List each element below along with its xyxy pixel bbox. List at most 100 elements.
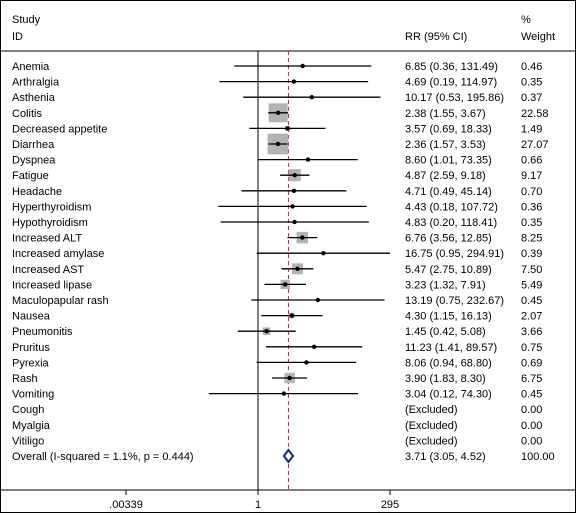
overall-label: Overall (I-squared = 1.1%, p = 0.444) (12, 451, 194, 463)
point-estimate (321, 251, 326, 256)
x-tick-label: 295 (381, 499, 399, 511)
point-estimate (287, 375, 292, 381)
study-label: Vitiligo (12, 435, 44, 447)
study-weight-text: 9.17 (521, 170, 542, 182)
study-ci-text: 3.57 (0.69, 18.33) (405, 123, 492, 135)
study-weight-text: 1.49 (521, 123, 542, 135)
study-ci-text: 8.06 (0.94, 68.80) (405, 357, 492, 369)
study-label: Arthralgia (12, 77, 60, 89)
study-weight-text: 8.25 (521, 233, 542, 245)
point-estimate (275, 110, 281, 116)
point-estimate (291, 188, 297, 193)
study-label: Asthenia (12, 92, 56, 104)
study-label: Vomiting (12, 389, 54, 401)
study-ci-text: 6.85 (0.36, 131.49) (405, 61, 498, 73)
study-weight-text: 0.00 (521, 435, 542, 447)
study-ci-text: (Excluded) (405, 435, 458, 447)
study-weight-text: 0.75 (521, 342, 542, 354)
study-weight-text: 0.36 (521, 201, 542, 213)
study-weight-text: 0.66 (521, 155, 542, 167)
study-label: Increased lipase (12, 279, 92, 291)
point-estimate (311, 344, 317, 349)
overall-weight-text: 100.00 (521, 451, 555, 463)
study-ci-text: 13.19 (0.75, 232.67) (405, 295, 504, 307)
point-estimate (295, 266, 300, 271)
study-label: Increased amylase (12, 248, 104, 260)
study-ci-text: 2.36 (1.57, 3.53) (405, 139, 486, 151)
study-weight-text: 7.50 (521, 264, 542, 276)
study-weight-text: 0.00 (521, 420, 542, 432)
point-estimate (315, 297, 321, 303)
overall-ci-text: 3.71 (3.05, 4.52) (405, 451, 486, 463)
study-label: Increased ALT (12, 233, 82, 245)
study-label: Rash (12, 373, 38, 385)
point-estimate (281, 391, 287, 396)
study-ci-text: 5.47 (2.75, 10.89) (405, 264, 492, 276)
study-weight-text: 0.46 (521, 61, 542, 73)
study-ci-text: 11.23 (1.41, 89.57) (405, 342, 497, 354)
study-label: Fatigue (12, 170, 49, 182)
point-estimate (292, 219, 297, 225)
overall-diamond (282, 448, 295, 464)
study-label: Pyrexia (12, 357, 50, 369)
study-label: Anemia (12, 61, 50, 73)
study-label: Hypothyroidism (12, 217, 88, 229)
study-label: Decreased appetite (12, 123, 107, 135)
study-weight-text: 5.49 (521, 279, 542, 291)
study-label: Colitis (12, 108, 42, 120)
study-weight-text: 0.70 (521, 186, 542, 198)
study-weight-text: 0.69 (521, 357, 542, 369)
point-estimate (275, 141, 281, 147)
study-weight-text: 2.07 (521, 311, 542, 323)
study-ci-text: 10.17 (0.53, 195.86) (405, 92, 504, 104)
study-label: Diarrhea (12, 139, 55, 151)
study-weight-text: 6.75 (521, 373, 542, 385)
study-ci-text: 2.38 (1.55, 3.67) (405, 108, 486, 120)
study-ci-text: (Excluded) (405, 420, 458, 432)
point-estimate (304, 360, 309, 365)
study-weight-text: 0.35 (521, 77, 542, 89)
study-weight-text: 0.45 (521, 295, 542, 307)
study-label: Cough (12, 404, 44, 416)
point-estimate (309, 95, 315, 100)
point-estimate (300, 63, 305, 69)
study-weight-text: 22.58 (521, 108, 549, 120)
study-ci-text: 4.43 (0.18, 107.72) (405, 201, 498, 213)
study-ci-text: 6.76 (3.56, 12.85) (405, 233, 492, 245)
study-ci-text: (Excluded) (405, 404, 458, 416)
study-ci-text: 1.45 (0.42, 5.08) (405, 326, 486, 338)
point-estimate (285, 126, 290, 131)
study-ci-text: 4.87 (2.59, 9.18) (405, 170, 486, 182)
study-label: Maculopapular rash (12, 295, 109, 307)
study-weight-text: 0.00 (521, 404, 542, 416)
study-weight-text: 3.66 (521, 326, 542, 338)
point-estimate (289, 313, 295, 318)
study-label: Dyspnea (12, 155, 56, 167)
study-weight-text: 0.37 (521, 92, 542, 104)
study-weight-text: 27.07 (521, 139, 549, 151)
x-tick-label: .00339 (109, 499, 143, 511)
study-label: Increased AST (12, 264, 84, 276)
study-weight-text: 0.35 (521, 217, 542, 229)
point-estimate (290, 204, 295, 209)
point-estimate (264, 329, 269, 334)
study-ci-text: 16.75 (0.95, 294.91) (405, 248, 504, 260)
study-ci-text: 3.90 (1.83, 8.30) (405, 373, 486, 385)
header-weight-label: Weight (521, 31, 555, 43)
study-label: Myalgia (12, 420, 51, 432)
header-effect-label: RR (95% CI) (405, 31, 467, 43)
point-estimate (283, 282, 288, 287)
study-weight-text: 0.39 (521, 248, 542, 260)
study-ci-text: 4.71 (0.49, 45.14) (405, 186, 492, 198)
header-id-label: ID (12, 31, 23, 43)
study-ci-text: 8.60 (1.01, 73.35) (405, 155, 492, 167)
study-ci-text: 4.83 (0.20, 118.41) (405, 217, 497, 229)
study-ci-text: 3.23 (1.32, 7.91) (405, 279, 486, 291)
study-label: Nausea (12, 311, 51, 323)
point-estimate (291, 79, 297, 84)
point-estimate (292, 173, 297, 178)
study-label: Pruritus (12, 342, 50, 354)
point-estimate (300, 235, 305, 240)
study-weight-text: 0.45 (521, 389, 542, 401)
